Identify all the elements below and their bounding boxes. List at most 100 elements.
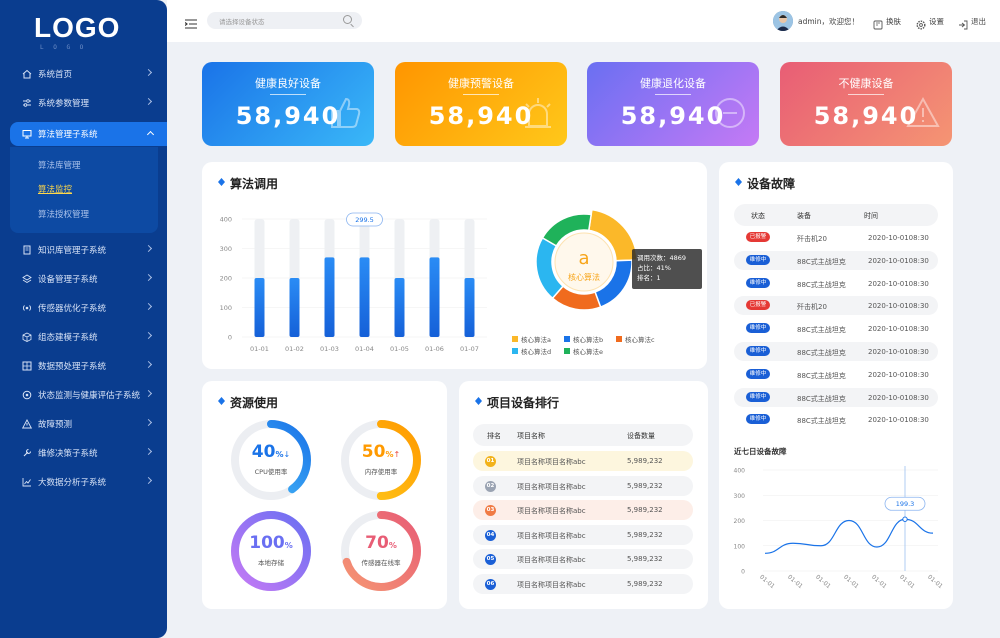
sidebar-item-label: 传感器优化子系统 [38,304,107,314]
status-badge: 维修中 [746,323,770,334]
chevron-up-icon [146,130,155,139]
y-tick-label: 300 [220,245,232,253]
device-count: 5,989,232 [627,555,663,564]
kpi-card-degraded[interactable]: 健康退化设备 58,940 [587,62,759,146]
resource-card: 资源使用 40%↓ CPU使用率 50%↑ 内存使用率 100% 本地存储 70% 传感器在线… [202,381,447,609]
ring-value: 50 [361,442,386,462]
x-tick-label: 01-01 [250,345,269,353]
sidebar-item-preprocess[interactable]: 数据预处理子系统 [0,354,167,378]
y-tick-label: 300 [734,493,746,500]
project-name: 项目名称项目名称abc [517,482,586,491]
ring-caption: 内存使用率 [364,468,398,476]
legend-swatch [564,336,570,342]
fault-time: 2020-10-0108:30 [868,256,929,265]
logout-button[interactable]: 退出 [971,17,986,26]
fault-row[interactable]: 维修中 88C式主战坦克 2020-10-0108:30 [734,342,938,361]
submenu-panel [10,147,158,233]
submenu-item-algo-library[interactable]: 算法库管理 [38,161,81,171]
equipment-name: 88C式主战坦克 [797,257,846,266]
status-badge: 已报警 [746,300,770,311]
algo-donut-chart [535,208,638,311]
fault-row[interactable]: 已报警 歼击机20 2020-10-0108:30 [734,228,938,247]
sidebar-item-sensor[interactable]: 传感器优化子系统 [0,296,167,320]
sidebar-item-algorithm[interactable]: 算法管理子系统 [10,122,167,146]
sidebar-item-prediction[interactable]: 故障预测 [0,412,167,436]
sidebar-item-params[interactable]: 系统参数管理 [0,91,167,115]
title-marker-icon [475,397,482,405]
legend-item[interactable]: 核心算法d [512,346,551,356]
avatar[interactable] [773,11,793,31]
sidebar-item-home[interactable]: 系统首页 [0,62,167,86]
legend-item[interactable]: 核心算法c [616,334,655,344]
submenu-item-algo-monitor[interactable]: 算法监控 [38,185,73,195]
legend-swatch [616,336,622,342]
chevron-right-icon [144,447,153,456]
ring-value: 100 [249,533,285,553]
column-header: 排名 [487,432,501,440]
sidebar-item-device[interactable]: 设备管理子系统 [0,267,167,291]
rank-row[interactable]: 01 项目名称项目名称abc 5,989,232 [473,451,693,471]
ring-caption: CPU使用率 [254,468,288,476]
search-icon[interactable] [343,15,352,24]
chevron-right-icon [144,244,153,253]
sidebar-item-label: 维修决策子系统 [38,449,98,459]
gear-icon[interactable] [916,15,926,30]
logo: LOGO [34,12,121,43]
ring-caption: 传感器在线率 [361,559,401,567]
chevron-right-icon [144,68,153,77]
rank-table-header: 排名 项目名称 设备数量 [473,424,693,446]
menu-toggle-icon[interactable] [184,14,197,29]
fault-row[interactable]: 维修中 88C式主战坦克 2020-10-0108:30 [734,410,938,430]
hover-point [902,516,908,522]
ring-progress [231,511,311,591]
fault-row[interactable]: 维修中 88C式主战坦克 2020-10-0108:30 [734,364,938,384]
legend-item[interactable]: 核心算法b [564,334,603,344]
kpi-card-healthy[interactable]: 健康良好设备 58,940 [202,62,374,146]
search-input[interactable]: 请选择设备状态 [207,12,362,29]
bar [464,278,475,337]
column-header: 状态 [751,212,765,220]
rank-row[interactable]: 05 项目名称项目名称abc 5,989,232 [473,549,693,570]
sidebar-item-health[interactable]: 状态监测与健康评估子系统 [0,383,167,407]
rank-row[interactable]: 02 项目名称项目名称abc 5,989,232 [473,475,693,496]
x-tick-label: 01-01 [898,574,916,591]
thumbs-up-icon [331,97,361,128]
fault-row[interactable]: 维修中 88C式主战坦克 2020-10-0108:30 [734,319,938,339]
sidebar-item-maintenance[interactable]: 维修决策子系统 [0,441,167,465]
legend-item[interactable]: 核心算法a [512,334,551,344]
sidebar-item-knowledge[interactable]: 知识库管理子系统 [0,238,167,262]
kpi-card-warning[interactable]: 健康预警设备 58,940 [395,62,567,146]
fault-row[interactable]: 维修中 88C式主战坦克 2020-10-0108:30 [734,250,938,270]
chevron-right-icon [144,331,153,340]
skin-button[interactable]: 换肤 [886,17,901,26]
fault-row[interactable]: 维修中 88C式主战坦克 2020-10-0108:30 [734,387,938,407]
sidebar-item-label: 知识库管理子系统 [38,246,107,256]
sidebar-item-label: 组态建模子系统 [38,333,98,343]
settings-button[interactable]: 设置 [929,17,944,26]
fault-row[interactable]: 维修中 88C式主战坦克 2020-10-0108:30 [734,273,938,293]
sidebar-item-modeling[interactable]: 组态建模子系统 [0,325,167,349]
equipment-name: 88C式主战坦克 [797,371,846,380]
kpi-card-unhealthy[interactable]: 不健康设备 58,940 [780,62,952,146]
fault-time: 2020-10-0108:30 [868,348,929,356]
fault-row[interactable]: 已报警 歼击机20 2020-10-0108:30 [734,296,938,316]
sidebar-item-bigdata[interactable]: 大数据分析子系统 [0,470,167,494]
ring-label: 40%↓ CPU使用率 [229,443,313,476]
logout-icon[interactable] [958,15,968,30]
kpi-title: 不健康设备 [838,77,894,90]
equipment-name: 歼击机20 [797,303,827,312]
rank-row[interactable]: 06 项目名称项目名称abc 5,989,232 [473,574,693,594]
status-badge: 维修中 [746,254,770,265]
equipment-name: 88C式主战坦克 [797,326,846,335]
rank-row[interactable]: 04 项目名称项目名称abc 5,989,232 [473,524,693,545]
submenu-item-algo-license[interactable]: 算法授权管理 [38,210,90,220]
ring-gauge [231,420,311,500]
y-tick-label: 400 [220,216,232,224]
legend-item[interactable]: 核心算法e [564,346,603,356]
x-tick-label: 01-01 [786,574,804,591]
warning-light-icon [525,98,551,128]
rank-row[interactable]: 03 项目名称项目名称abc 5,989,232 [473,500,693,521]
device-count: 5,989,232 [627,580,663,588]
palette-icon[interactable] [873,15,883,30]
ring-unit: % [275,450,284,459]
